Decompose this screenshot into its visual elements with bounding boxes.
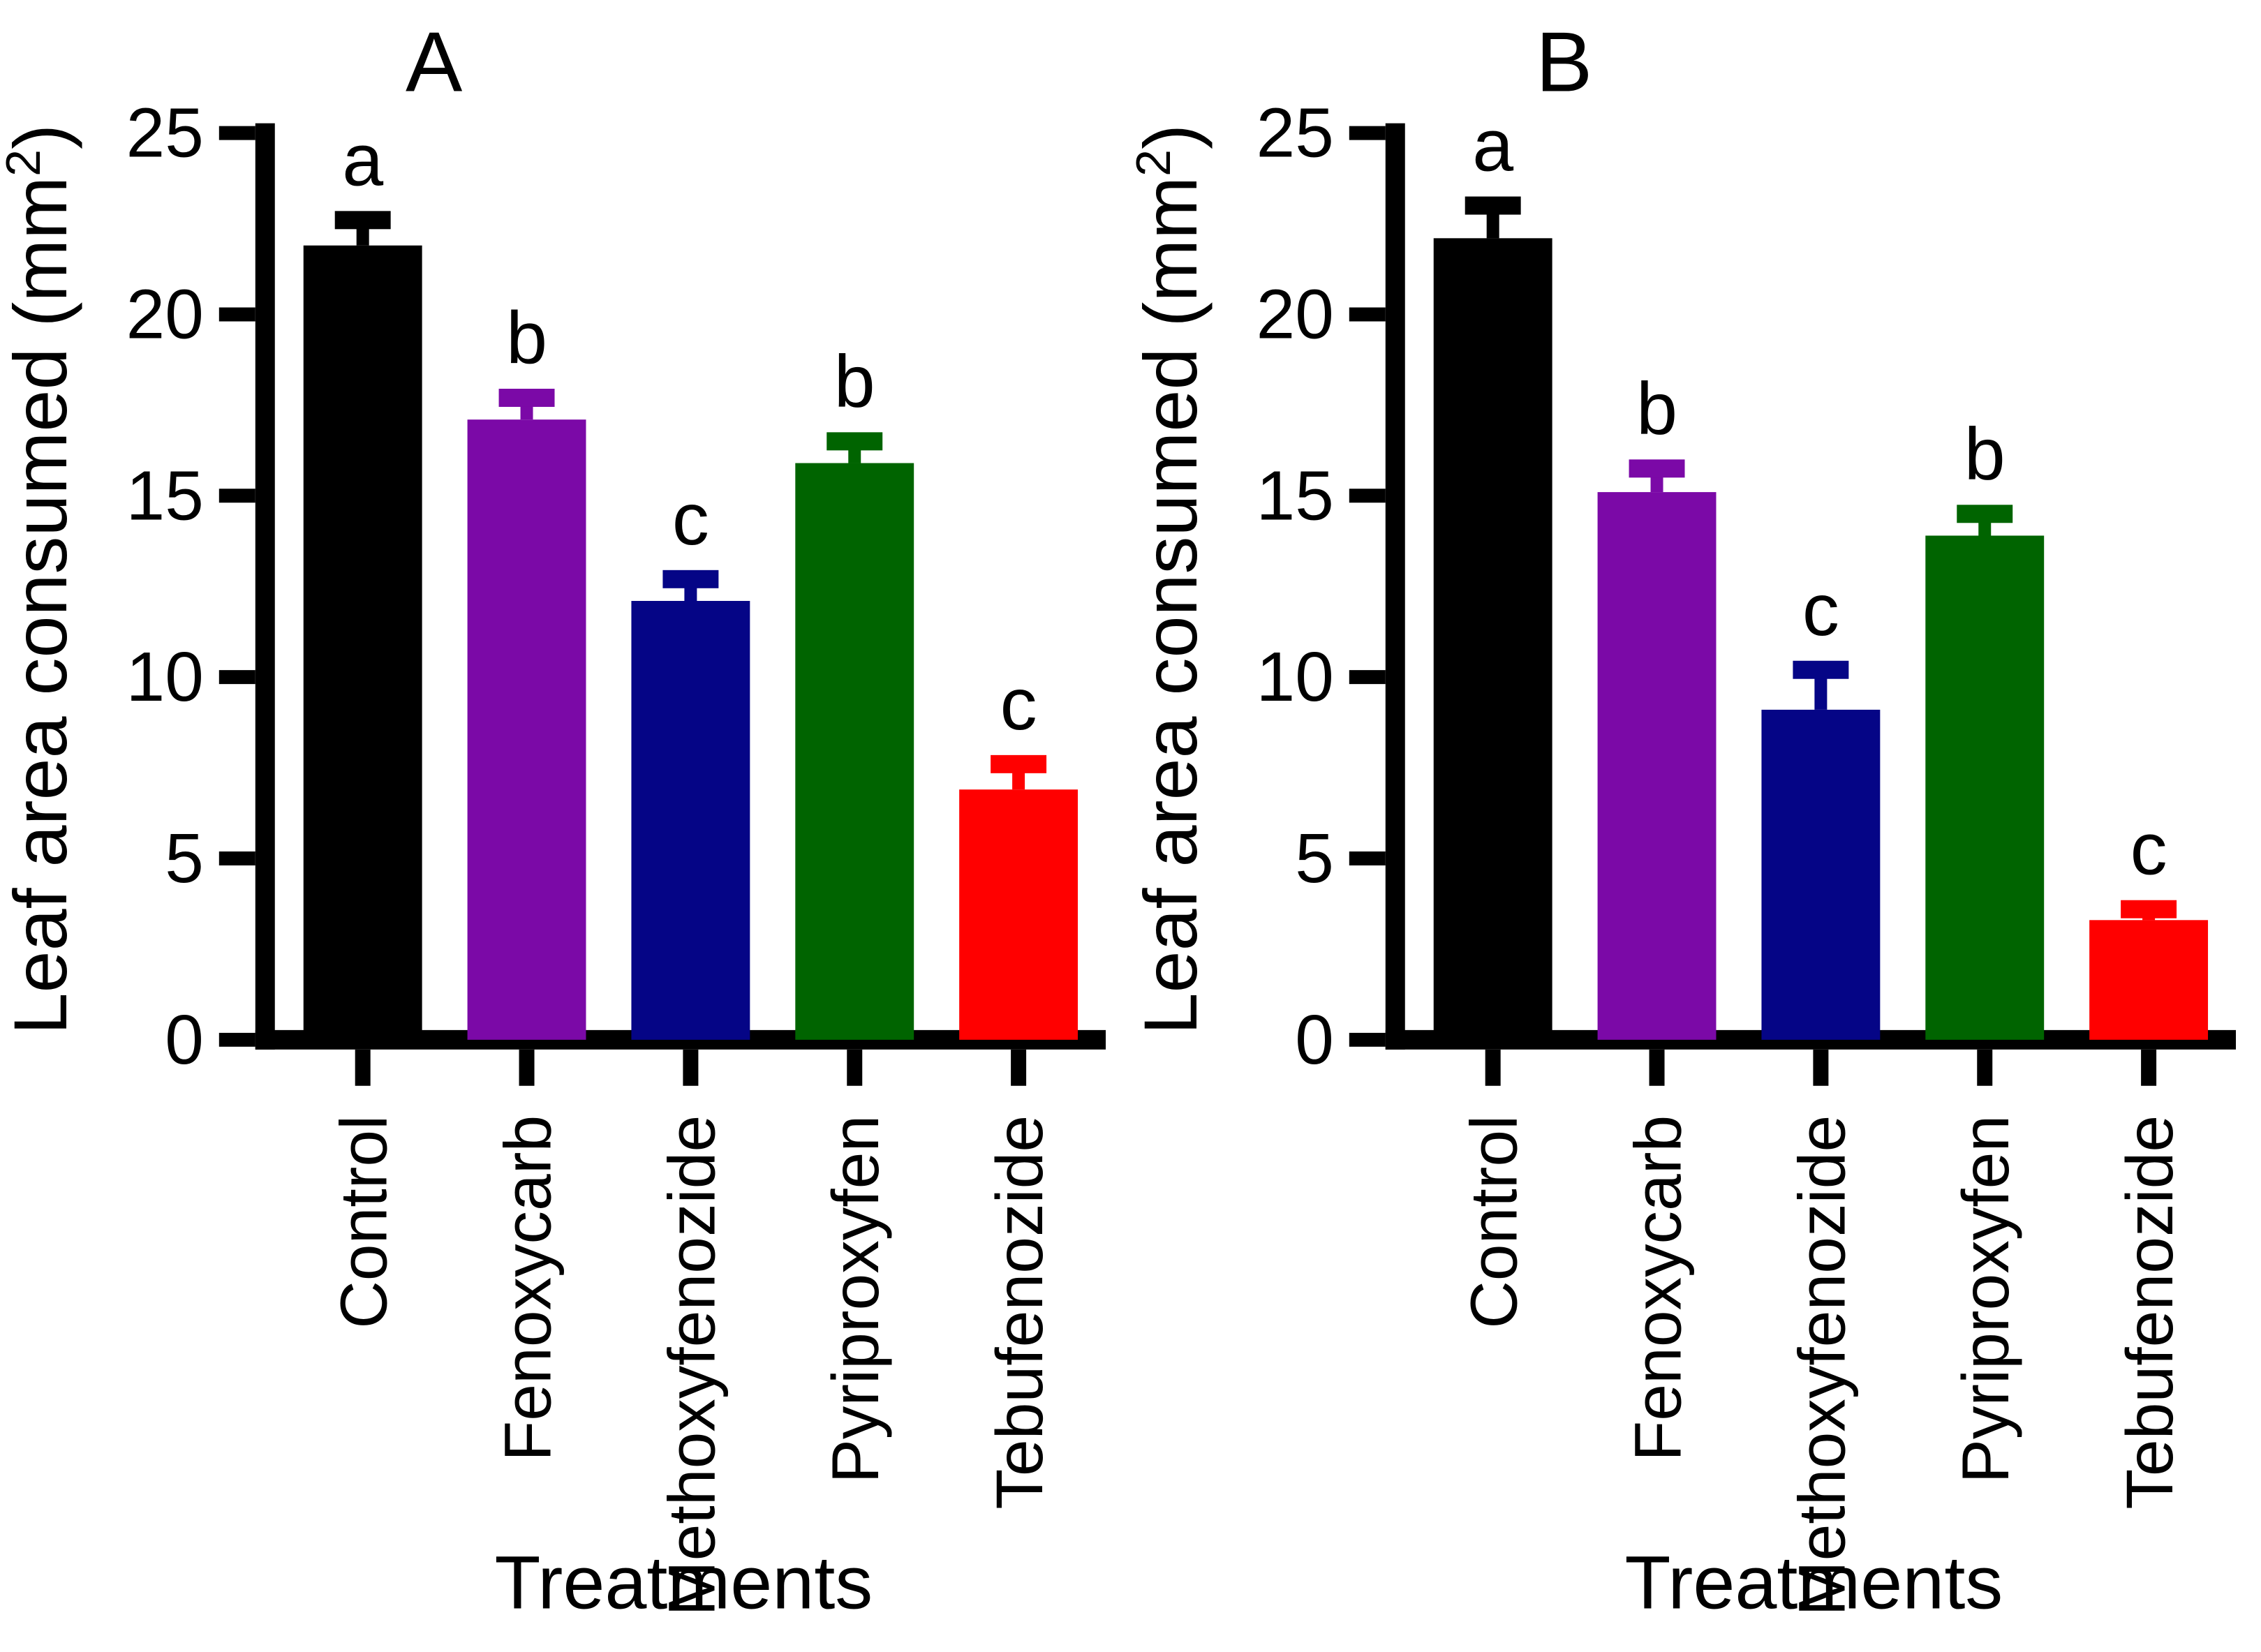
sig-letter-methoxyfenozide: c	[1802, 569, 1839, 651]
panel-b: B Leaf area consumed (mm2) Treatments 0 5…	[1130, 15, 2237, 1624]
panel-a-x-axis-title: Treatments	[495, 1540, 873, 1624]
error-cap-control	[1465, 196, 1521, 215]
panel-a-plot: 0 5 10 15 20 25 a Control b Fenoxycarb c Methoxyfen…	[126, 95, 1106, 1616]
x-category-label-fenoxycarb: Fenoxycarb	[1622, 1115, 1696, 1461]
sig-letter-tebufenozide: c	[1000, 663, 1037, 745]
error-cap-tebufenozide	[991, 754, 1047, 773]
bar-fenoxycarb	[1597, 492, 1717, 1040]
panel-a: A Leaf area consumed (mm2) Treatments 0 5…	[0, 15, 1106, 1624]
sig-letter-pyriproxyfen: b	[1964, 412, 2006, 495]
bar-tebufenozide	[2089, 920, 2209, 1040]
error-cap-methoxyfenozide	[662, 570, 719, 588]
sig-letter-fenoxycarb: b	[506, 297, 547, 379]
x-category-label-control: Control	[327, 1115, 401, 1329]
error-cap-control	[334, 211, 391, 230]
x-category-label-tebufenozide: Tebufenozide	[983, 1115, 1057, 1510]
bar-pyriproxyfen	[1925, 535, 2045, 1040]
error-cap-pyriproxyfen	[1957, 505, 2013, 523]
error-cap-tebufenozide	[2121, 900, 2177, 918]
error-cap-fenoxycarb	[1629, 459, 1685, 478]
bar-pyriproxyfen	[795, 463, 914, 1040]
x-category-label-pyriproxyfen: Pyriproxyfen	[819, 1115, 893, 1484]
sig-letter-pyriproxyfen: b	[834, 340, 875, 422]
y-tick-label: 10	[1256, 639, 1334, 716]
sig-letter-tebufenozide: c	[2130, 808, 2167, 891]
bar-tebufenozide	[959, 789, 1078, 1040]
bar-fenoxycarb	[467, 419, 586, 1040]
y-tick-label: 25	[1256, 95, 1334, 172]
bar-control	[1433, 238, 1552, 1040]
x-category-label-methoxyfenozide: Methoxyfenozide	[655, 1115, 729, 1616]
sig-letter-methoxyfenozide: c	[672, 478, 709, 560]
sig-letter-fenoxycarb: b	[1636, 367, 1677, 449]
y-tick-label: 0	[1295, 1002, 1334, 1079]
bar-control	[303, 245, 422, 1040]
panel-a-letter: A	[406, 15, 463, 110]
x-category-label-pyriproxyfen: Pyriproxyfen	[1949, 1115, 2023, 1484]
panel-a-y-axis-title: Leaf area consumed (mm2)	[0, 124, 82, 1035]
y-tick-label: 5	[165, 820, 204, 898]
x-category-label-methoxyfenozide: Methoxyfenozide	[1785, 1115, 1859, 1616]
y-tick-label: 20	[126, 276, 204, 353]
x-category-label-control: Control	[1458, 1115, 1532, 1329]
error-cap-fenoxycarb	[498, 388, 555, 407]
y-tick-label: 25	[126, 95, 204, 172]
y-tick-label: 10	[126, 639, 204, 716]
sig-letter-control: a	[342, 119, 383, 201]
error-cap-pyriproxyfen	[826, 432, 883, 451]
bar-methoxyfenozide	[1761, 709, 1881, 1040]
panel-b-y-axis-title: Leaf area consumed (mm2)	[1130, 124, 1213, 1035]
y-tick-label: 15	[1256, 457, 1334, 535]
error-cap-methoxyfenozide	[1793, 660, 1849, 679]
y-tick-label: 20	[1256, 276, 1334, 353]
x-category-label-fenoxycarb: Fenoxycarb	[491, 1115, 565, 1461]
y-tick-label: 15	[126, 457, 204, 535]
y-tick-label: 5	[1295, 820, 1334, 898]
y-tick-label: 0	[165, 1002, 204, 1079]
sig-letter-control: a	[1472, 105, 1513, 187]
panel-b-x-axis-title: Treatments	[1625, 1540, 2003, 1624]
panel-b-letter: B	[1536, 15, 1592, 110]
panel-b-plot: 0 5 10 15 20 25 a Control b Fenoxycarb c Methoxyfen…	[1256, 95, 2237, 1616]
x-category-label-tebufenozide: Tebufenozide	[2113, 1115, 2187, 1510]
bar-methoxyfenozide	[631, 600, 750, 1040]
